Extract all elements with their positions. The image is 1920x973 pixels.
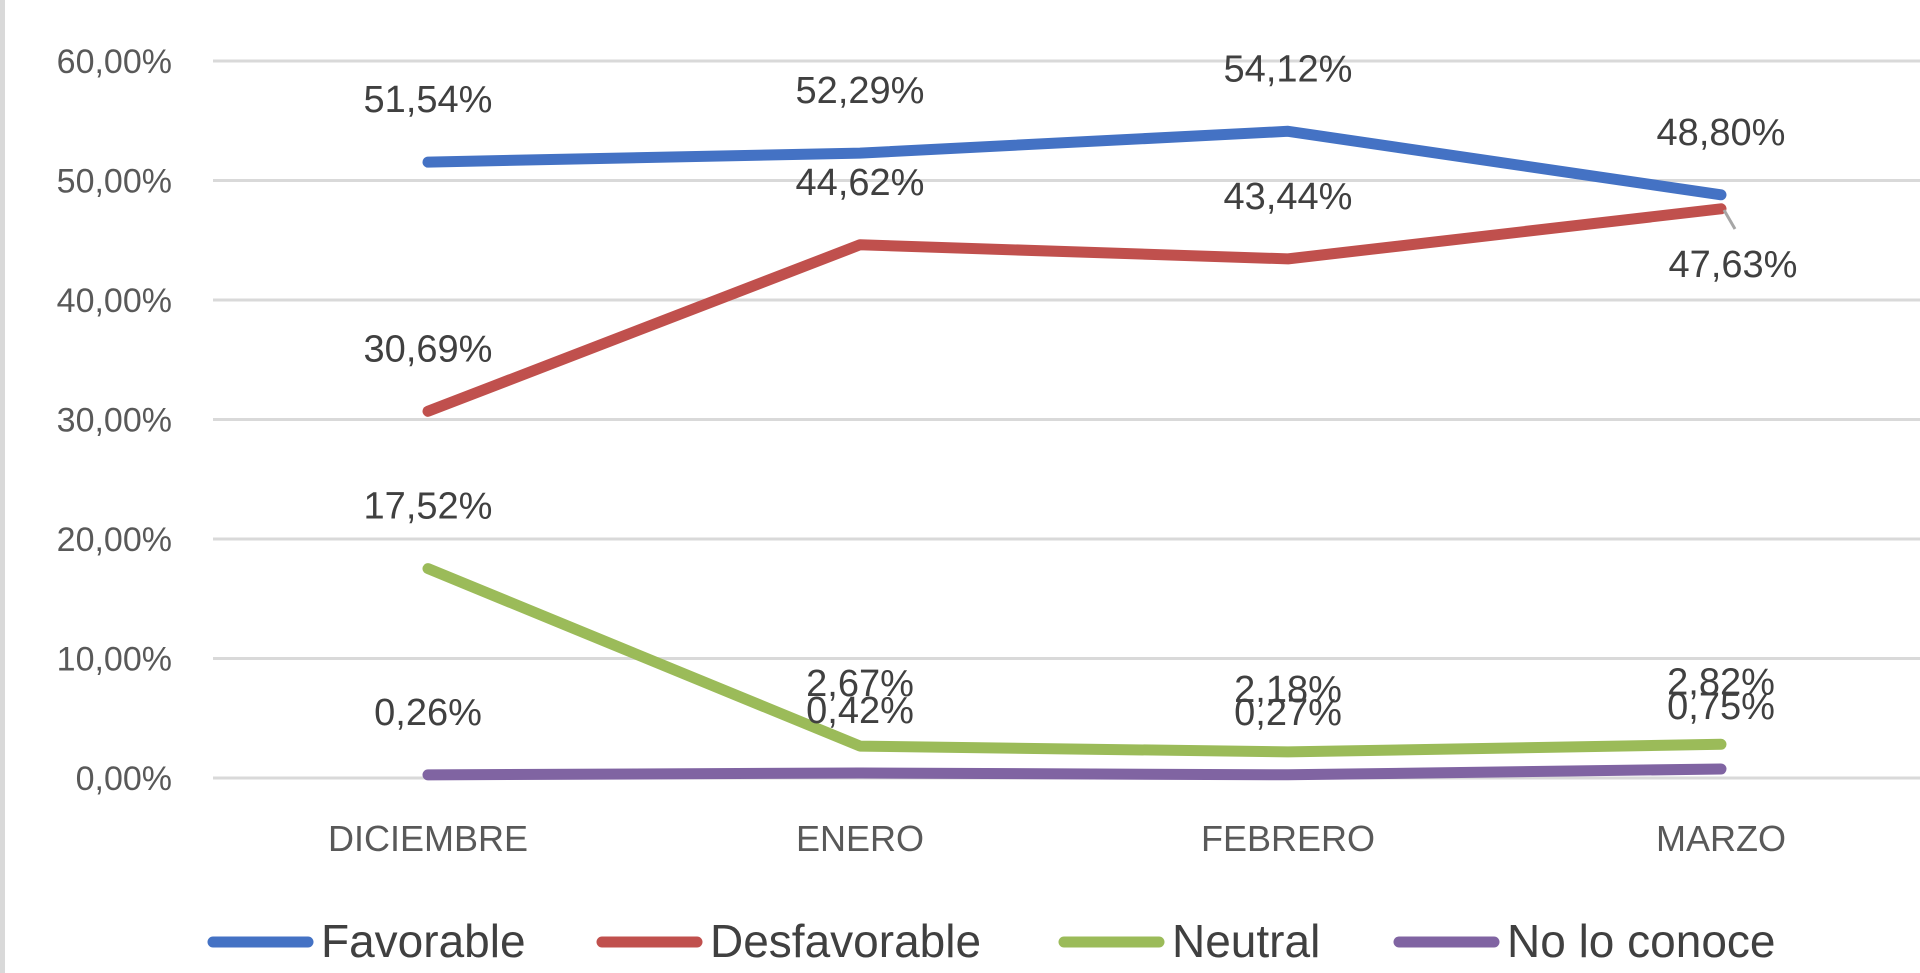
data-label: 43,44% [1224,176,1353,218]
data-label: 0,26% [374,692,482,734]
data-label: 54,12% [1224,48,1353,90]
data-label: 52,29% [796,70,925,112]
data-label: 2,82% [1667,661,1775,703]
x-tick-label: DICIEMBRE [328,818,528,859]
label-leader-line [1722,209,1737,230]
data-label: 17,52% [364,486,493,528]
y-tick-label: 10,00% [57,641,172,679]
y-axis-ticks: 0,00% 10,00% 20,00% 30,00% 40,00% 50,00% 60,00… [57,43,172,798]
y-tick-label: 20,00% [57,521,172,559]
data-labels: 51,54% 52,29% 54,12% 48,80% 30,69% 44,62% 43,4… [364,48,1798,734]
x-tick-label: MARZO [1656,818,1786,859]
series-line-desfavorable [422,203,1727,417]
data-label: 0,75% [1667,686,1775,728]
series-line-no-lo-conoce [422,763,1727,781]
series-line-neutral [422,563,1727,758]
data-label: 0,42% [806,690,914,732]
legend-label: Neutral [1172,915,1320,967]
x-axis-ticks: DICIEMBRE ENERO FEBRERO MARZO [328,818,1786,859]
legend-label: No lo conoce [1507,915,1776,967]
x-tick-label: FEBRERO [1201,818,1375,859]
y-tick-label: 60,00% [57,43,172,81]
gridlines [213,59,1920,780]
data-label: 0,27% [1234,692,1342,734]
data-label: 2,18% [1234,669,1342,711]
y-tick-label: 40,00% [57,282,172,320]
series-line-favorable [422,125,1727,201]
data-label: 30,69% [364,328,493,370]
data-label: 51,54% [364,79,493,121]
data-label: 2,67% [806,663,914,705]
y-tick-label: 50,00% [57,163,172,201]
legend-label: Desfavorable [710,915,981,967]
x-tick-label: ENERO [796,818,924,859]
window-left-edge [0,0,5,973]
y-tick-label: 0,00% [76,760,172,798]
y-tick-label: 30,00% [57,402,172,440]
series-lines [422,125,1737,781]
data-label: 48,80% [1657,112,1786,154]
legend-label: Favorable [321,915,526,967]
data-label: 44,62% [796,162,925,204]
legend: Favorable Desfavorable Neutral No lo conoce [207,915,1776,967]
data-label: 47,63% [1669,244,1798,286]
